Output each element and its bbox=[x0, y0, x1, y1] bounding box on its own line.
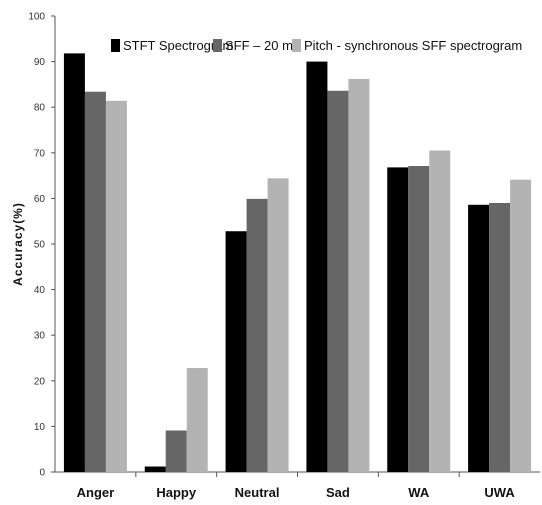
y-tick-label: 50 bbox=[34, 240, 46, 251]
bar-uwa-series-2 bbox=[489, 202, 511, 472]
y-tick-label: 70 bbox=[34, 148, 46, 159]
y-axis-title: Accuracy(%) bbox=[11, 202, 25, 286]
x-tick-label-uwa: UWA bbox=[484, 485, 515, 500]
bar-wa-series-2 bbox=[408, 166, 430, 473]
legend: STFT Spectrogram SFF – 20 ms Pitch - syn… bbox=[111, 38, 522, 53]
bar-anger-series-2 bbox=[84, 91, 106, 473]
bar-wa-series-1 bbox=[387, 167, 409, 472]
bar-anger-series-3 bbox=[105, 100, 127, 472]
y-tick-label: 20 bbox=[34, 376, 46, 387]
bar-neutral-series-2 bbox=[246, 198, 268, 472]
bar-anger-series-1 bbox=[63, 53, 85, 472]
bar-neutral-series-3 bbox=[267, 178, 289, 472]
plot-area bbox=[54, 16, 540, 473]
y-tick-label: 10 bbox=[34, 422, 46, 433]
legend-label-pitch-sff: Pitch - synchronous SFF spectrogram bbox=[304, 38, 522, 53]
bar-uwa-series-3 bbox=[510, 179, 532, 473]
x-tick-label-anger: Anger bbox=[77, 485, 115, 500]
legend-swatch-pitch-sff bbox=[292, 39, 301, 52]
x-tick-label-sad: Sad bbox=[326, 485, 350, 500]
x-tick-label-wa: WA bbox=[408, 485, 430, 500]
y-tick-label: 90 bbox=[34, 57, 46, 68]
bar-sad-series-1 bbox=[306, 61, 328, 472]
y-axis-ticks: 0 10 20 30 40 50 60 70 80 90 100 bbox=[28, 12, 55, 479]
y-tick-label: 60 bbox=[34, 194, 46, 205]
legend-swatch-sff bbox=[213, 39, 222, 52]
bar-series-group bbox=[63, 53, 532, 473]
bar-happy-series-2 bbox=[165, 430, 187, 472]
bar-happy-series-1 bbox=[144, 466, 166, 472]
bar-uwa-series-1 bbox=[468, 204, 490, 472]
y-tick-label: 100 bbox=[28, 12, 45, 23]
x-axis-ticks: Anger Happy Neutral Sad WA UWA bbox=[77, 472, 515, 500]
x-tick-label-neutral: Neutral bbox=[235, 485, 280, 500]
legend-label-sff: SFF – 20 ms bbox=[225, 38, 300, 53]
bar-sad-series-2 bbox=[327, 90, 349, 472]
y-tick-label: 30 bbox=[34, 331, 46, 342]
bar-happy-series-3 bbox=[186, 368, 208, 472]
bar-wa-series-3 bbox=[429, 150, 451, 472]
y-tick-label: 40 bbox=[34, 285, 46, 296]
y-tick-label: 80 bbox=[34, 103, 46, 114]
bar-sad-series-3 bbox=[348, 78, 370, 472]
bar-neutral-series-1 bbox=[225, 231, 247, 472]
legend-label-stft: STFT Spectrogram bbox=[123, 38, 233, 53]
legend-swatch-stft bbox=[111, 39, 120, 52]
x-tick-label-happy: Happy bbox=[156, 485, 197, 500]
y-tick-label: 0 bbox=[39, 468, 45, 479]
